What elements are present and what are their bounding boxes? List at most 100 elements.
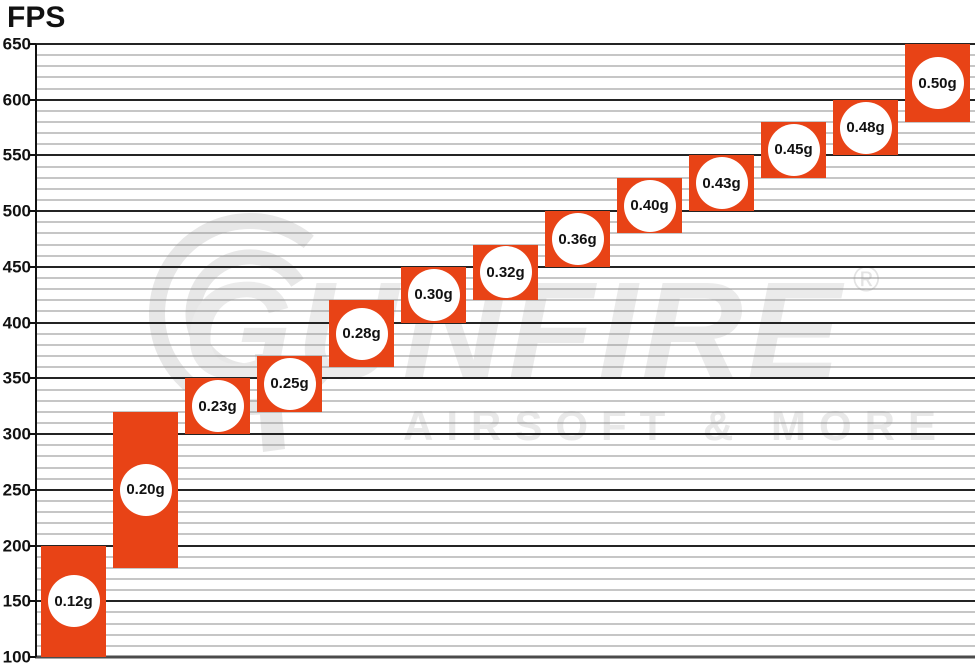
gridline-minor: [35, 455, 975, 457]
gridline-minor: [35, 611, 975, 613]
bar-weight-label: 0.25g: [263, 357, 316, 410]
y-axis-tick: [29, 321, 36, 324]
y-axis-label: 100: [2, 647, 31, 666]
gridlines-layer: [29, 43, 975, 659]
range-bar-0.50g: 0.50g: [905, 44, 970, 123]
gridline-minor: [35, 533, 975, 535]
gridline-major: [35, 98, 975, 101]
range-bar-0.12g: 0.12g: [41, 545, 106, 657]
y-axis-label: 350: [2, 368, 31, 388]
gridline-minor: [35, 166, 975, 168]
gridline-minor: [35, 76, 975, 78]
y-axis-tick: [29, 210, 36, 213]
gridline-minor: [35, 556, 975, 558]
gridline-minor: [35, 54, 975, 56]
bar-weight-label: 0.36g: [551, 213, 604, 266]
gridline-major: [35, 488, 975, 491]
bars-layer: 0.12g 0.20g 0.23g 0.25g 0.28g 0.30g 0.32g 0.36g…: [35, 44, 975, 657]
bar-weight-label: 0.40g: [623, 179, 676, 232]
bar-weight-label: 0.45g: [767, 123, 820, 176]
y-axis-label: 400: [2, 313, 31, 333]
y-axis-tick: [29, 377, 36, 380]
gridline-major: [35, 433, 975, 436]
gridline-minor: [35, 65, 975, 67]
gridline-major: [35, 210, 975, 213]
gridline-minor: [35, 389, 975, 390]
range-bar-0.48g: 0.48g: [833, 99, 898, 156]
y-axis-label: 500: [2, 201, 31, 221]
gridline-minor: [35, 634, 975, 636]
bar-weight-label: 0.28g: [335, 307, 388, 360]
y-axis-label: 300: [2, 424, 31, 444]
gridline-minor: [35, 333, 975, 335]
bar-weight-label: 0.12g: [47, 575, 100, 628]
y-axis-label: 250: [2, 480, 31, 500]
gridline-minor: [35, 444, 975, 446]
gridline-minor: [35, 478, 975, 480]
y-axis-label: 550: [2, 145, 31, 165]
gridline-minor: [35, 567, 975, 569]
y-axis-label: 450: [2, 257, 31, 277]
y-axis-tick: [29, 265, 36, 268]
gridline-minor: [35, 132, 975, 134]
y-axis-tick: [29, 488, 36, 491]
y-axis-label: 150: [2, 591, 31, 611]
y-axis-tick: [29, 154, 36, 157]
y-axis-title: FPS: [7, 1, 66, 34]
gridline-minor: [35, 110, 975, 112]
gridline-major: [35, 154, 975, 157]
gridline-minor: [35, 221, 975, 223]
range-bar-0.23g: 0.23g: [185, 378, 250, 435]
range-bar-0.40g: 0.40g: [617, 177, 682, 234]
y-axis-tick: [29, 544, 36, 547]
gridline-major: [35, 600, 975, 603]
gridline-minor: [35, 143, 975, 145]
bar-weight-label: 0.48g: [839, 101, 892, 154]
y-axis-line: [35, 44, 37, 657]
y-axis-label: 200: [2, 536, 31, 556]
gridline-minor: [35, 623, 975, 625]
gridline-minor: [35, 645, 975, 647]
gridline-minor: [35, 422, 975, 424]
y-axis-label: 650: [2, 34, 31, 54]
range-bar-0.30g: 0.30g: [401, 266, 466, 323]
gridline-minor: [35, 177, 975, 179]
gridline-minor: [35, 589, 975, 591]
range-bar-0.45g: 0.45g: [761, 122, 826, 178]
y-axis-tick: [29, 43, 36, 45]
gridline-minor: [35, 511, 975, 513]
watermark-tagline-text: AIRSOFT & MORE: [403, 402, 949, 449]
gridline-minor: [35, 232, 975, 234]
bar-weight-label: 0.20g: [119, 463, 172, 516]
gridline-minor: [35, 121, 975, 123]
gridline-minor: [35, 310, 975, 312]
bar-weight-label: 0.23g: [191, 380, 244, 433]
gridline-minor: [35, 500, 975, 502]
gridline-minor: [35, 366, 975, 368]
range-bar-0.43g: 0.43g: [689, 155, 754, 212]
gridline-major: [35, 377, 975, 380]
y-axis-tick: [29, 600, 36, 603]
range-bar-0.28g: 0.28g: [329, 300, 394, 368]
range-bar-0.20g: 0.20g: [113, 411, 178, 568]
bar-weight-label: 0.32g: [479, 246, 532, 299]
y-axis-label: 600: [2, 90, 31, 110]
gridline-minor: [35, 188, 975, 190]
gridline-minor: [35, 299, 975, 301]
bar-weight-label: 0.30g: [407, 268, 460, 321]
bar-weight-label: 0.43g: [695, 157, 748, 210]
y-axis-tick: [29, 656, 36, 658]
plot-area: GUNFIRE AIRSOFT & MORE ® 0.12g 0.20g 0.23g…: [29, 43, 975, 659]
gridline-minor: [35, 355, 975, 357]
gridline-major: [35, 655, 975, 659]
range-bar-0.32g: 0.32g: [473, 244, 538, 301]
gridline-major: [35, 544, 975, 547]
gridline-minor: [35, 467, 975, 469]
gridline-minor: [35, 578, 975, 580]
gridline-minor: [35, 411, 975, 413]
gridline-minor: [35, 199, 975, 201]
range-bar-0.36g: 0.36g: [545, 211, 610, 267]
bar-weight-label: 0.50g: [911, 57, 964, 109]
y-axis-tick: [29, 98, 36, 101]
